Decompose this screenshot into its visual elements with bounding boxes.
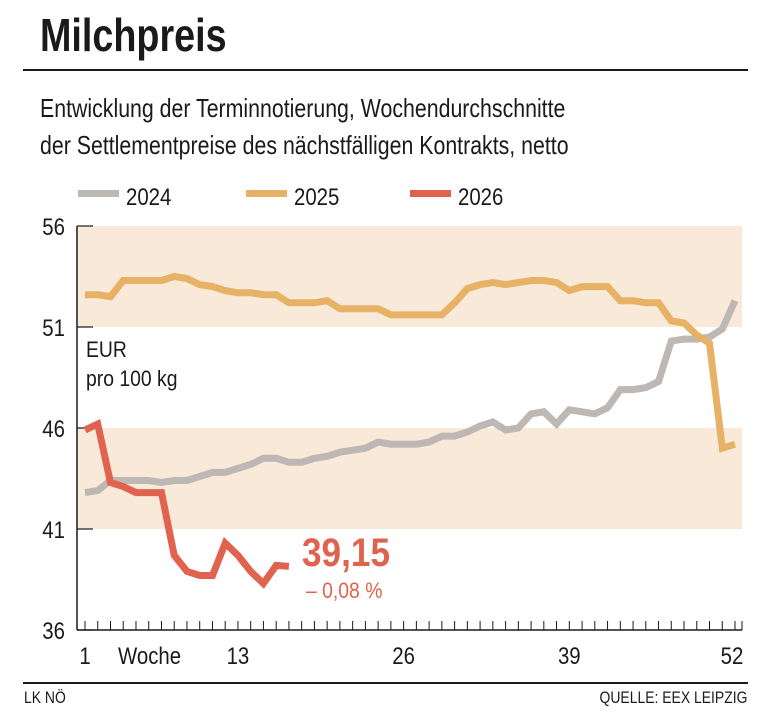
last-value-label: 39,15 [302, 530, 390, 575]
y-tick-label: 51 [42, 314, 65, 341]
legend-label: 2025 [294, 183, 339, 210]
y-tick-label: 46 [42, 415, 65, 442]
x-tick-label: 26 [392, 642, 415, 669]
y-axis-label: pro 100 kg [86, 367, 177, 391]
footer-credit: LK NÖ [24, 688, 75, 708]
chart-subtitle: Entwicklung der Terminnotierung, Wochend… [40, 90, 685, 164]
footer-divider [23, 682, 748, 684]
y-axis-label: EUR [86, 338, 127, 362]
x-tick-label: 1 [79, 642, 90, 669]
title-text: Milchpreis [40, 9, 227, 61]
y-tick-label: 41 [42, 516, 65, 543]
credit-text: LK NÖ [24, 688, 66, 707]
subtitle-line: der Settlementpreise des nächstfälligen … [40, 130, 569, 160]
legend-label: 2024 [126, 183, 171, 210]
legend-swatch [410, 190, 451, 197]
y-tick-label: 36 [42, 617, 65, 644]
legend-label: 2026 [458, 183, 503, 210]
x-tick-label: 39 [558, 642, 581, 669]
footer-source: QUELLE: EEX LEIPZIG [567, 688, 747, 708]
change-label: – 0,08 % [306, 579, 382, 603]
title-divider [23, 69, 748, 71]
legend-swatch [246, 190, 287, 197]
x-axis-label: Woche [118, 642, 181, 669]
x-tick-label: 13 [227, 642, 250, 669]
chart-title: Milchpreis [40, 8, 268, 62]
series-line-2026 [83, 418, 290, 589]
source-text: QUELLE: EEX LEIPZIG [599, 688, 747, 707]
legend-swatch [78, 190, 119, 197]
y-tick-label: 56 [42, 213, 65, 240]
series-line-2024 [84, 299, 739, 497]
x-tick-label: 52 [721, 642, 744, 669]
subtitle-line: Entwicklung der Terminnotierung, Wochend… [40, 93, 566, 123]
series-line-2025 [85, 272, 737, 453]
